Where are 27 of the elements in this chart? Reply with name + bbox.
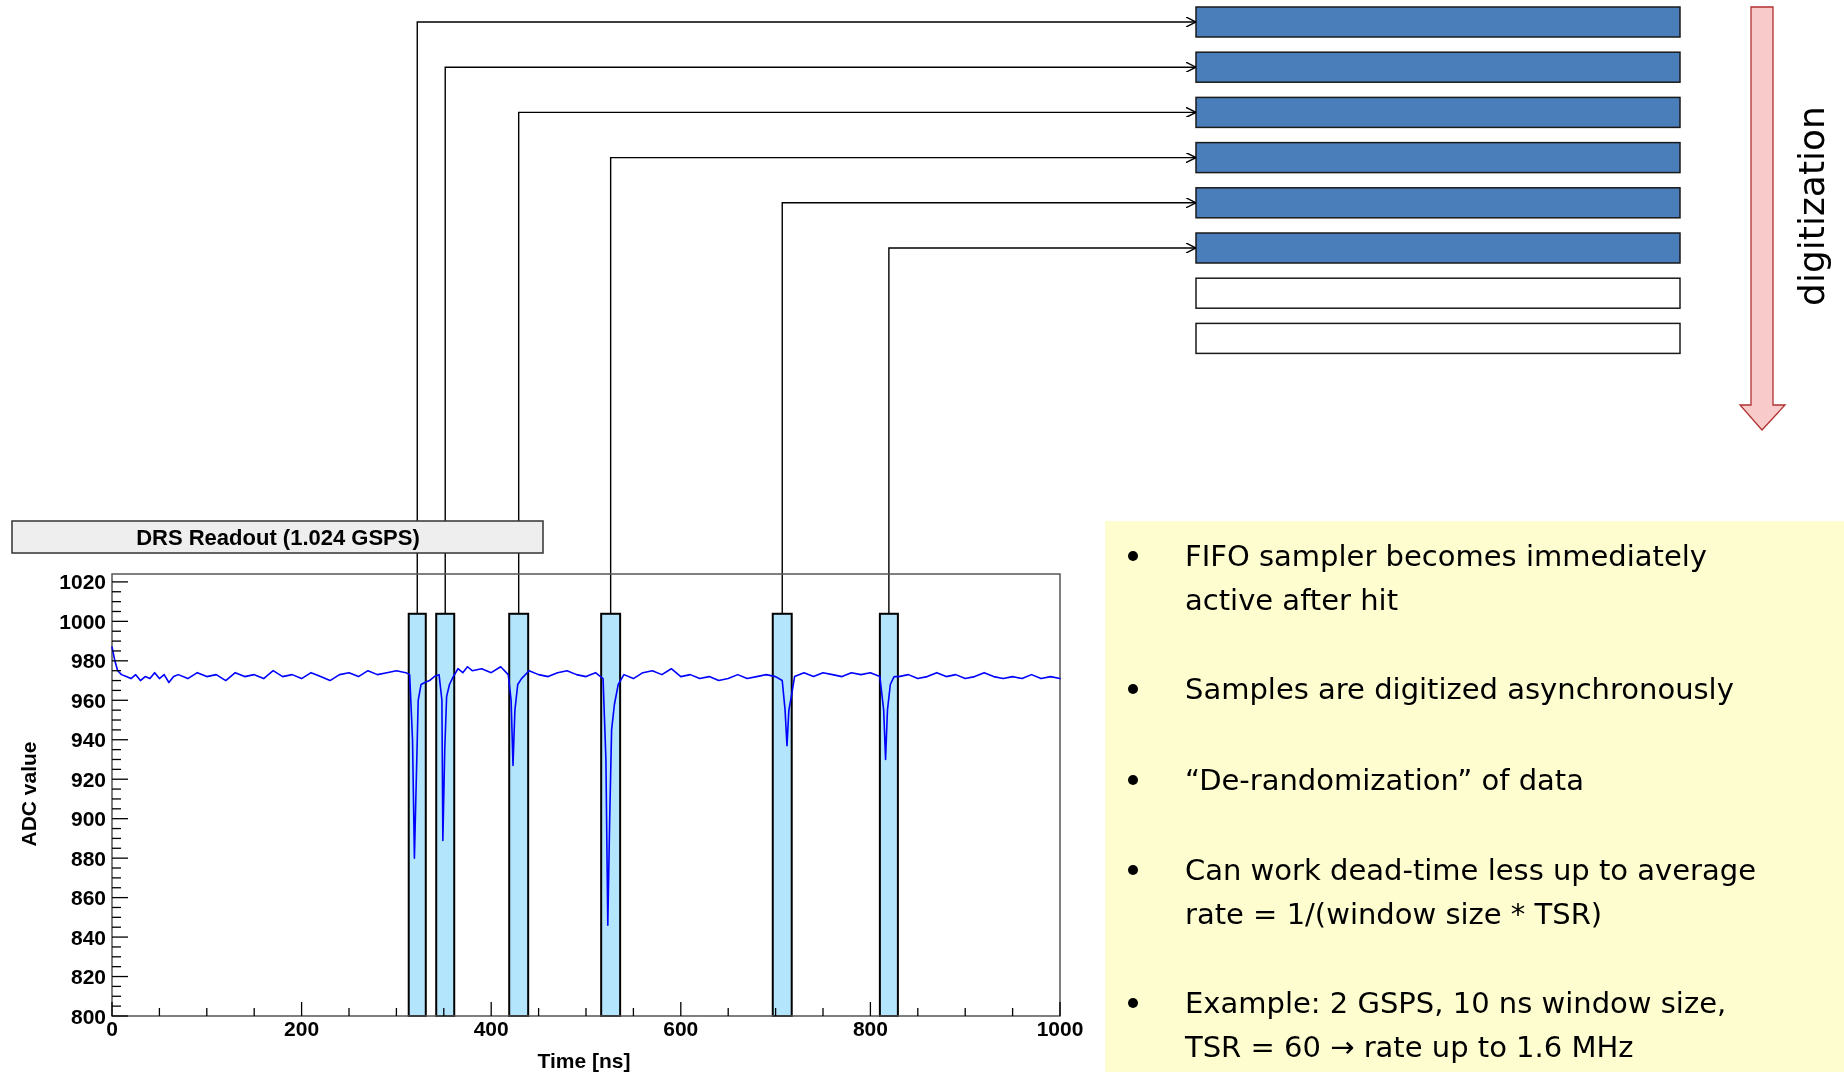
y-tick-label: 960 <box>70 688 106 712</box>
text: Can work dead-time less up to average rate = 1/(window size * TSR) <box>1185 853 1757 931</box>
x-tick-label: 800 <box>852 1017 888 1040</box>
text: “De-randomization” of data <box>1185 763 1584 797</box>
y-tick-label: 840 <box>70 925 106 949</box>
text: Example: 2 GSPS, 10 ns window size, TSR = 60 → rate up to 1.6 MHz <box>1184 986 1727 1064</box>
y-tick-label: 880 <box>70 846 106 870</box>
line-series <box>111 646 1061 927</box>
y-tick-label: 900 <box>70 807 106 831</box>
text: digitization <box>1790 106 1832 306</box>
x-tick-label: 200 <box>284 1017 320 1040</box>
text: Samples are digitized asynchronously <box>1185 672 1734 706</box>
x-tick-label: 1000 <box>1036 1017 1084 1040</box>
y-tick-label: 820 <box>70 965 106 989</box>
y-tick-label: 920 <box>70 767 106 791</box>
y-tick-label: 940 <box>70 728 106 752</box>
text: FIFO sampler becomes immediately active after hit <box>1185 539 1707 617</box>
y-tick-label: 980 <box>70 649 106 673</box>
x-tick-label: 400 <box>473 1017 509 1040</box>
y-tick-label: 1020 <box>59 570 106 594</box>
x-axis-title: Time [ns] <box>537 1049 631 1072</box>
y-tick-label: 1000 <box>59 609 106 633</box>
y-tick-label: 860 <box>70 886 106 910</box>
x-tick-label: 0 <box>106 1017 118 1040</box>
chart-title: DRS Readout (1.024 GSPS) <box>136 524 420 550</box>
x-tick-label: 600 <box>663 1017 699 1040</box>
y-axis-title: ADC value <box>16 741 40 847</box>
